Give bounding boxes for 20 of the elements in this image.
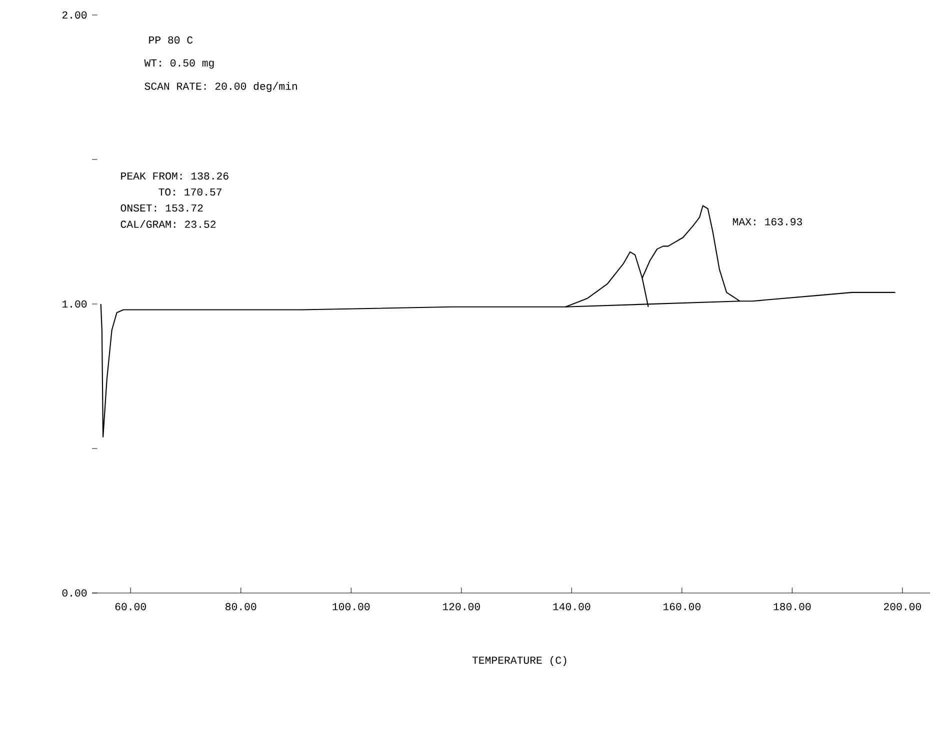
x-tick-label: 60.00 xyxy=(115,603,146,610)
annotation: ONSET: 153.72 xyxy=(120,204,203,212)
annotation: PP 80 C xyxy=(149,36,193,44)
y-tick-label: 1.00 xyxy=(62,300,87,308)
x-tick-label: 160.00 xyxy=(663,603,700,610)
annotation: PEAK FROM: 138.26 xyxy=(121,172,228,180)
x-tick-label: 200.00 xyxy=(884,603,921,610)
annotation: WT: 0.50 mg xyxy=(144,59,214,69)
annotation: TO: 170.57 xyxy=(158,188,222,196)
x-tick-label: 140.00 xyxy=(553,603,590,610)
x-tick-label: 120.00 xyxy=(442,603,480,610)
x-tick-label: 180.00 xyxy=(774,603,811,610)
y-tick-label: 0.00 xyxy=(62,589,87,597)
x-tick-label: 100.00 xyxy=(332,603,370,610)
x-tick-label: 80.00 xyxy=(226,603,256,610)
y-tick-label: 2.00 xyxy=(62,11,87,19)
x-axis-title: TEMPERATURE (C) xyxy=(472,656,566,666)
annotation: CAL/GRAM: 23.52 xyxy=(120,220,216,228)
annotation: MAX: 163.93 xyxy=(732,218,802,226)
annotation: SCAN RATE: 20.00 deg/min xyxy=(144,82,297,92)
